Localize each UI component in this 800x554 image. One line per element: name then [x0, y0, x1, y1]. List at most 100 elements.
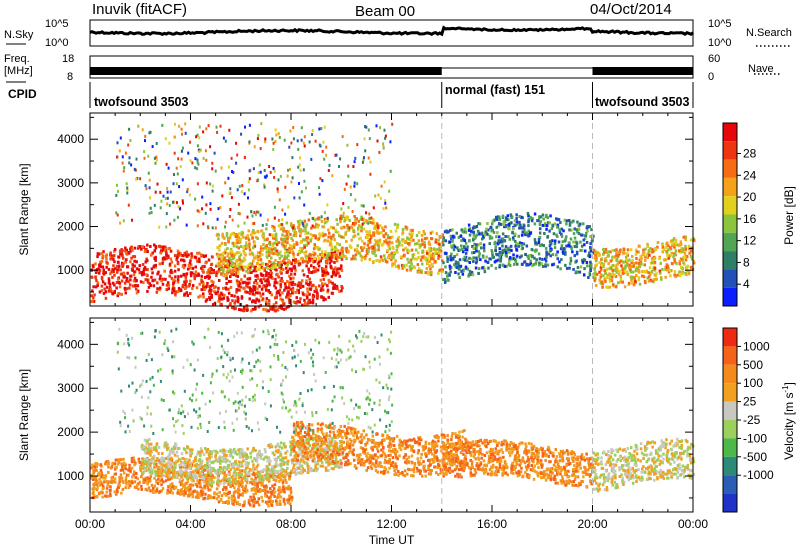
data-cell: [203, 474, 206, 478]
data-cell: [287, 168, 289, 172]
data-cell: [672, 238, 675, 242]
data-cell: [135, 472, 138, 475]
data-cell: [220, 259, 223, 263]
data-cell: [343, 219, 346, 223]
data-cell: [252, 495, 255, 499]
data-cell: [143, 250, 147, 253]
data-cell: [268, 165, 271, 168]
data-cell: [313, 243, 316, 247]
data-cell: [133, 167, 136, 171]
data-cell: [586, 264, 589, 268]
data-cell: [273, 241, 276, 245]
data-cell: [303, 135, 306, 139]
data-cell: [119, 473, 123, 477]
data-cell: [161, 487, 165, 491]
data-cell: [247, 474, 251, 478]
data-cell: [116, 268, 120, 272]
data-cell: [303, 301, 307, 305]
data-cell: [165, 252, 168, 256]
data-cell: [120, 252, 123, 256]
data-cell: [207, 124, 210, 128]
data-cell: [471, 226, 475, 230]
data-cell: [335, 218, 338, 222]
data-cell: [307, 218, 311, 222]
data-cell: [135, 483, 139, 487]
data-cell: [149, 464, 152, 468]
data-cell: [156, 287, 159, 291]
data-cell: [118, 478, 122, 482]
data-cell: [202, 156, 205, 160]
data-cell: [222, 235, 225, 239]
data-cell: [235, 238, 239, 242]
data-cell: [98, 473, 101, 477]
data-cell: [350, 238, 353, 242]
data-cell: [254, 492, 257, 495]
data-cell: [149, 196, 151, 200]
data-cell: [188, 491, 191, 495]
data-cell: [211, 167, 214, 171]
data-cell: [253, 299, 256, 303]
data-cell: [161, 257, 165, 261]
data-cell: [96, 486, 99, 490]
data-cell: [223, 492, 226, 496]
data-cell: [185, 451, 188, 455]
data-cell: [576, 230, 579, 234]
data-cell: [497, 224, 500, 228]
data-cell: [179, 489, 182, 493]
data-cell: [267, 504, 270, 508]
data-cell: [549, 242, 553, 246]
data-cell: [94, 285, 98, 289]
data-cell: [130, 163, 133, 167]
data-cell: [209, 182, 212, 186]
colorbar-cell: [723, 141, 737, 160]
data-cell: [109, 287, 112, 291]
data-cell: [327, 278, 331, 282]
data-cell: [206, 461, 209, 465]
data-cell: [415, 234, 419, 237]
data-cell: [91, 487, 94, 491]
data-cell: [206, 473, 210, 477]
data-cell: [515, 254, 519, 258]
data-cell: [148, 479, 152, 483]
data-cell: [160, 279, 163, 283]
data-cell: [196, 182, 199, 186]
data-cell: [573, 245, 577, 248]
data-cell: [276, 307, 280, 311]
data-cell: [244, 156, 246, 159]
data-cell: [490, 236, 494, 240]
data-cell: [235, 245, 239, 249]
data-cell: [443, 230, 447, 234]
data-cell: [275, 503, 279, 506]
data-cell: [405, 263, 408, 267]
data-cell: [204, 211, 207, 215]
data-cell: [443, 277, 446, 281]
data-cell: [323, 157, 326, 161]
data-cell: [271, 500, 274, 503]
data-cell: [413, 266, 416, 270]
data-cell: [146, 488, 149, 492]
data-cell: [125, 279, 128, 283]
data-cell: [162, 459, 166, 463]
data-cell: [129, 139, 132, 142]
colorbar-cell: [723, 177, 737, 197]
data-cell: [325, 219, 328, 223]
data-cell: [241, 281, 244, 285]
data-cell: [512, 253, 515, 257]
data-cell: [477, 267, 481, 271]
data-cell: [631, 270, 635, 274]
data-cell: [306, 302, 309, 306]
data-cell: [171, 462, 174, 466]
data-cell: [629, 248, 633, 252]
data-cell: [401, 231, 405, 235]
data-cell: [135, 291, 139, 295]
data-cell: [604, 271, 607, 275]
data-cell: [289, 497, 292, 501]
data-cell: [277, 132, 280, 136]
data-cell: [128, 127, 131, 131]
data-cell: [120, 491, 123, 495]
data-cell: [602, 265, 605, 269]
data-cell: [681, 257, 684, 261]
data-cell: [328, 163, 331, 167]
data-cell: [183, 263, 187, 267]
data-cell: [594, 284, 598, 287]
